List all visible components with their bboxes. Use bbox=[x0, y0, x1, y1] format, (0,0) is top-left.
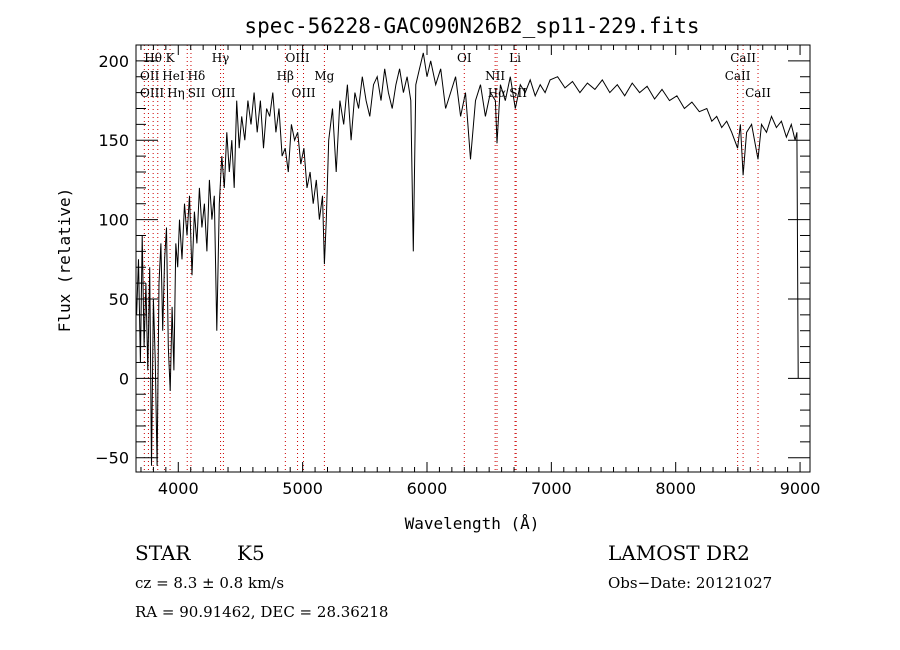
obs-date: Obs−Date: 20121027 bbox=[608, 574, 773, 592]
line-marker-label: NII bbox=[485, 69, 505, 83]
y-tick-label: 100 bbox=[98, 211, 129, 230]
line-marker-label: OI bbox=[457, 51, 472, 65]
line-marker-label: Hδ bbox=[188, 69, 206, 83]
x-tick-label: 5000 bbox=[282, 479, 323, 498]
survey-name: LAMOST DR2 bbox=[608, 541, 750, 565]
line-marker-label: Hη bbox=[167, 86, 185, 100]
line-marker-label: K bbox=[166, 51, 176, 65]
line-marker-label: OIII bbox=[286, 51, 310, 65]
line-marker-label: Hθ bbox=[144, 51, 162, 65]
y-tick-label: 50 bbox=[109, 290, 129, 309]
line-marker-label: Mg bbox=[314, 69, 334, 83]
line-marker-label: Hβ bbox=[277, 69, 294, 83]
line-marker-label: OIII bbox=[140, 86, 164, 100]
plot-frame bbox=[135, 44, 811, 473]
x-tick-label: 9000 bbox=[780, 479, 821, 498]
x-tick-label: 6000 bbox=[407, 479, 448, 498]
y-tick-label: 0 bbox=[119, 369, 129, 388]
line-marker-label: OIII bbox=[211, 86, 235, 100]
chart-title: spec-56228-GAC090N26B2_sp11-229.fits bbox=[244, 14, 699, 38]
y-tick-label: −50 bbox=[95, 449, 129, 468]
line-marker-label: OII bbox=[140, 69, 160, 83]
coordinates: RA = 90.91462, DEC = 28.36218 bbox=[135, 603, 389, 621]
line-marker-label: CaII bbox=[745, 86, 771, 100]
line-marker-label: SII bbox=[509, 86, 527, 100]
x-tick-label: 8000 bbox=[655, 479, 696, 498]
spectrum-line bbox=[136, 52, 799, 466]
y-tick-label: 200 bbox=[98, 52, 129, 71]
line-marker-label: HeI bbox=[162, 69, 185, 83]
line-marker-label: CaII bbox=[730, 51, 756, 65]
redshift-cz: cz = 8.3 ± 0.8 km/s bbox=[135, 574, 285, 592]
x-axis-label: Wavelength (Å) bbox=[405, 514, 540, 533]
x-tick-label: 4000 bbox=[158, 479, 199, 498]
line-marker-label: OIII bbox=[292, 86, 316, 100]
y-tick-label: 150 bbox=[98, 131, 129, 150]
line-marker-label: CaII bbox=[725, 69, 751, 83]
x-tick-label: 7000 bbox=[531, 479, 572, 498]
line-marker-label: Hα bbox=[488, 86, 507, 100]
line-marker-label: Li bbox=[509, 51, 521, 65]
line-marker-label: SII bbox=[188, 86, 206, 100]
object-class: STAR bbox=[135, 541, 191, 565]
axis-ticks: 4000 5000 6000 7000 8000 9000 −50 0 50 100 150 200 bbox=[95, 44, 821, 498]
y-axis-label: Flux (relative) bbox=[55, 188, 74, 333]
object-subclass: K5 bbox=[237, 541, 265, 565]
line-marker-label: Hγ bbox=[212, 51, 230, 65]
